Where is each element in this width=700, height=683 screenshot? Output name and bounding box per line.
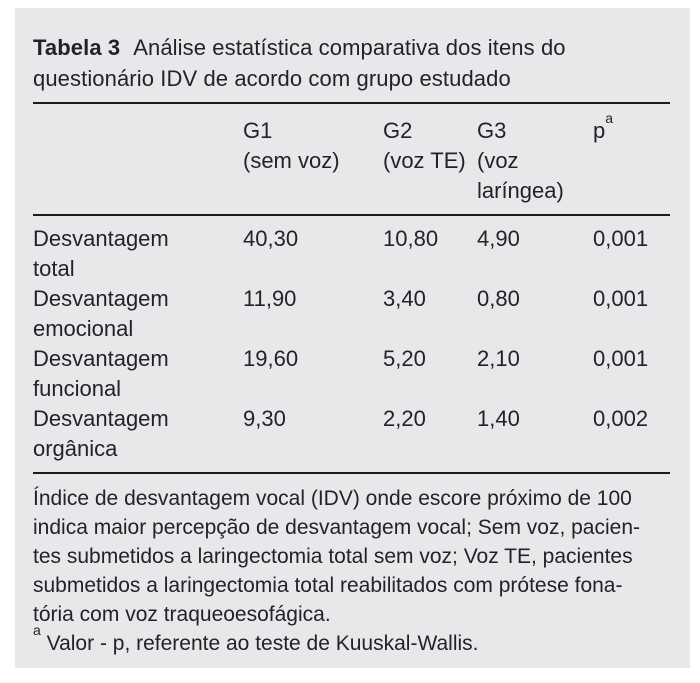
row-label-line1: Desvantagem: [33, 406, 169, 431]
footnote-line: tória com voz traqueoesofágica.: [33, 603, 331, 626]
rule-header: [33, 214, 670, 216]
header-g1-line1: G1: [243, 118, 273, 143]
value-p: 0,002: [593, 406, 649, 431]
header-g2-line1: G2: [383, 118, 413, 143]
header-g3-line3: laríngea): [477, 178, 564, 203]
footnote-line: Índice de desvantagem vocal (IDV) onde e…: [33, 487, 632, 510]
caption-line-2: questionário IDV de acordo com grupo est…: [33, 66, 511, 91]
footnote-line: submetidos a laringectomia total reabili…: [33, 574, 623, 597]
header-g3: G3 (voz laríngea): [477, 116, 593, 206]
header-p-label: p: [593, 118, 606, 143]
value-g3: 0,80: [477, 286, 520, 311]
value-g3: 4,90: [477, 226, 520, 251]
header-g2-line2: (voz TE): [383, 148, 466, 173]
header-p-superscript: a: [605, 109, 614, 126]
value-g3: 1,40: [477, 406, 520, 431]
value-g1: 40,30: [243, 226, 299, 251]
header-g2: G2 (voz TE): [383, 116, 477, 206]
row-label-line1: Desvantagem: [33, 286, 169, 311]
value-g2: 5,20: [383, 346, 426, 371]
value-g3: 2,10: [477, 346, 520, 371]
header-g3-line2: (voz: [477, 148, 519, 173]
value-p: 0,001: [593, 226, 649, 251]
value-p: 0,001: [593, 286, 649, 311]
table-body: Desvantagem total 40,30 10,80 4,90 0,001…: [33, 216, 670, 472]
footnote-marked-text: Valor - p, referente ao teste de Kuuskal…: [46, 632, 479, 655]
row-label: Desvantagem emocional: [33, 284, 243, 344]
rule-top: [33, 102, 670, 104]
header-g3-line1: G3: [477, 118, 507, 143]
table-caption: Tabela 3 Análise estatística comparativa …: [33, 32, 670, 94]
value-p: 0,001: [593, 346, 649, 371]
caption-line-1: Análise estatística comparativa dos iten…: [133, 35, 566, 60]
row-label-line2: funcional: [33, 376, 122, 401]
table-number: Tabela 3: [33, 35, 121, 60]
table-panel: Tabela 3 Análise estatística comparativa …: [15, 8, 690, 668]
value-g2: 2,20: [383, 406, 426, 431]
table-header-row: G1 (sem voz) G2 (voz TE) G3 (voz larínge…: [33, 104, 670, 214]
header-g1-line2: (sem voz): [243, 148, 340, 173]
footnote-superscript: a: [33, 622, 41, 638]
row-label-line2: emocional: [33, 316, 134, 341]
row-label: Desvantagem funcional: [33, 344, 243, 404]
value-g1: 19,60: [243, 346, 299, 371]
row-label: Desvantagem total: [33, 224, 243, 284]
row-label-line2: total: [33, 256, 75, 281]
row-label-line1: Desvantagem: [33, 346, 169, 371]
value-g1: 11,90: [243, 286, 297, 311]
header-p: pa: [593, 111, 670, 206]
footnote-marked: a Valor - p, referente ao teste de Kuusk…: [33, 623, 670, 658]
table-footnotes: Índice de desvantagem vocal (IDV) onde e…: [33, 474, 670, 658]
footnote-line: indica maior percepção de desvantagem vo…: [33, 516, 640, 539]
value-g1: 9,30: [243, 406, 286, 431]
row-label-line2: orgânica: [33, 436, 118, 461]
row-label: Desvantagem orgânica: [33, 404, 243, 464]
value-g2: 10,80: [383, 226, 439, 251]
header-g1: G1 (sem voz): [243, 116, 383, 206]
header-row-label-spacer: [33, 116, 243, 206]
rule-bottom: [33, 472, 670, 474]
value-g2: 3,40: [383, 286, 426, 311]
row-label-line1: Desvantagem: [33, 226, 169, 251]
footnote-line: tes submetidos a laringectomia total sem…: [33, 545, 633, 568]
